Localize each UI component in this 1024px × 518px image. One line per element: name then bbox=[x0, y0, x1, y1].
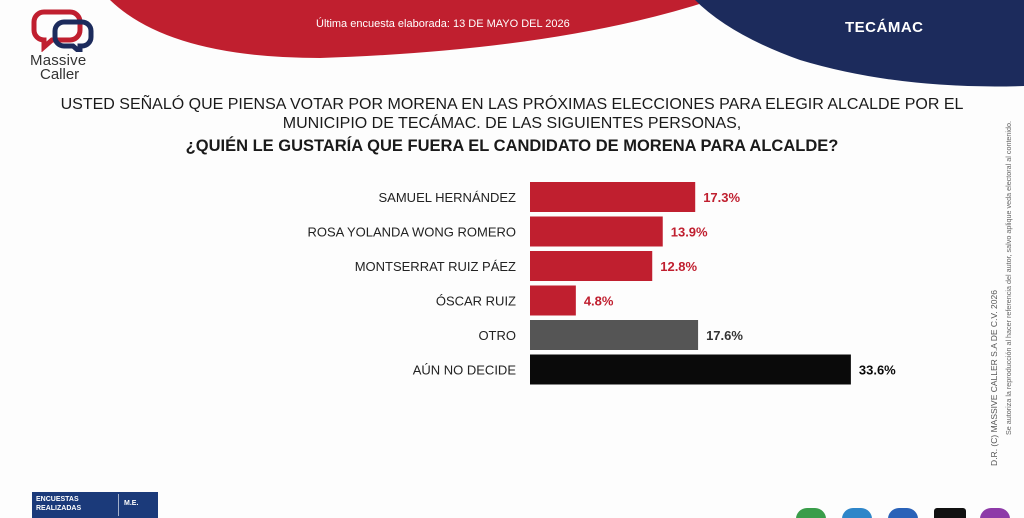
value-label: 17.3% bbox=[703, 190, 740, 205]
footer-stats-box: ENCUESTAS REALIZADAS M.E. bbox=[32, 492, 158, 518]
chat-bubbles-icon bbox=[31, 9, 94, 58]
copyright-line-1: D.R. (C) MASSIVE CALLER S.A DE C.V. 2026 bbox=[989, 290, 999, 466]
bar bbox=[530, 182, 696, 212]
question-line-1: USTED SEÑALÓ QUE PIENSA VOTAR POR MORENA… bbox=[60, 96, 964, 113]
bar bbox=[530, 354, 851, 385]
encuestas-label: ENCUESTAS REALIZADAS bbox=[36, 496, 82, 512]
copyright-notice: D.R. (C) MASSIVE CALLER S.A DE C.V. 2026… bbox=[989, 121, 1013, 466]
twitter-icon bbox=[842, 508, 872, 518]
bar-chart: SAMUEL HERNÁNDEZ 17.3% ROSA YOLANDA WONG R… bbox=[307, 182, 896, 385]
instagram-icon bbox=[980, 508, 1010, 518]
me-label: M.E. bbox=[124, 500, 139, 507]
category-label: AÚN NO DECIDE bbox=[413, 363, 517, 378]
value-label: 17.6% bbox=[706, 328, 743, 343]
red-band bbox=[110, 0, 712, 58]
category-label: SAMUEL HERNÁNDEZ bbox=[379, 190, 517, 205]
brand-name-line1: Massive bbox=[30, 52, 87, 69]
bar bbox=[530, 285, 576, 316]
category-label: MONTSERRAT RUIZ PÁEZ bbox=[355, 259, 516, 274]
navy-band bbox=[695, 0, 1024, 87]
facebook-icon bbox=[888, 508, 918, 518]
survey-date: Última encuesta elaborada: 13 DE MAYO DE… bbox=[316, 18, 570, 30]
question-line-3: ¿QUIÉN LE GUSTARÍA QUE FUERA EL CANDIDAT… bbox=[185, 137, 839, 155]
footer-divider bbox=[118, 494, 119, 516]
category-label: ÓSCAR RUIZ bbox=[436, 294, 516, 309]
brand-logo: Massive Caller bbox=[22, 8, 112, 84]
region-title: TECÁMAC bbox=[845, 19, 924, 36]
whatsapp-icon bbox=[796, 508, 826, 518]
question-line-2: MUNICIPIO DE TECÁMAC. DE LAS SIGUIENTES … bbox=[282, 115, 742, 132]
bar bbox=[530, 216, 663, 247]
x-icon bbox=[934, 508, 966, 518]
bar bbox=[530, 251, 653, 281]
value-label: 33.6% bbox=[859, 363, 896, 378]
category-label: OTRO bbox=[478, 328, 516, 343]
bar bbox=[530, 320, 699, 350]
category-label: ROSA YOLANDA WONG ROMERO bbox=[307, 225, 516, 240]
value-label: 13.9% bbox=[671, 225, 708, 240]
value-label: 4.8% bbox=[584, 294, 614, 309]
copyright-line-2: Se autoriza la reproducción al hacer ref… bbox=[1004, 121, 1013, 435]
brand-name-line2: Caller bbox=[40, 66, 80, 83]
header-banner bbox=[110, 0, 1024, 87]
value-label: 12.8% bbox=[660, 259, 697, 274]
